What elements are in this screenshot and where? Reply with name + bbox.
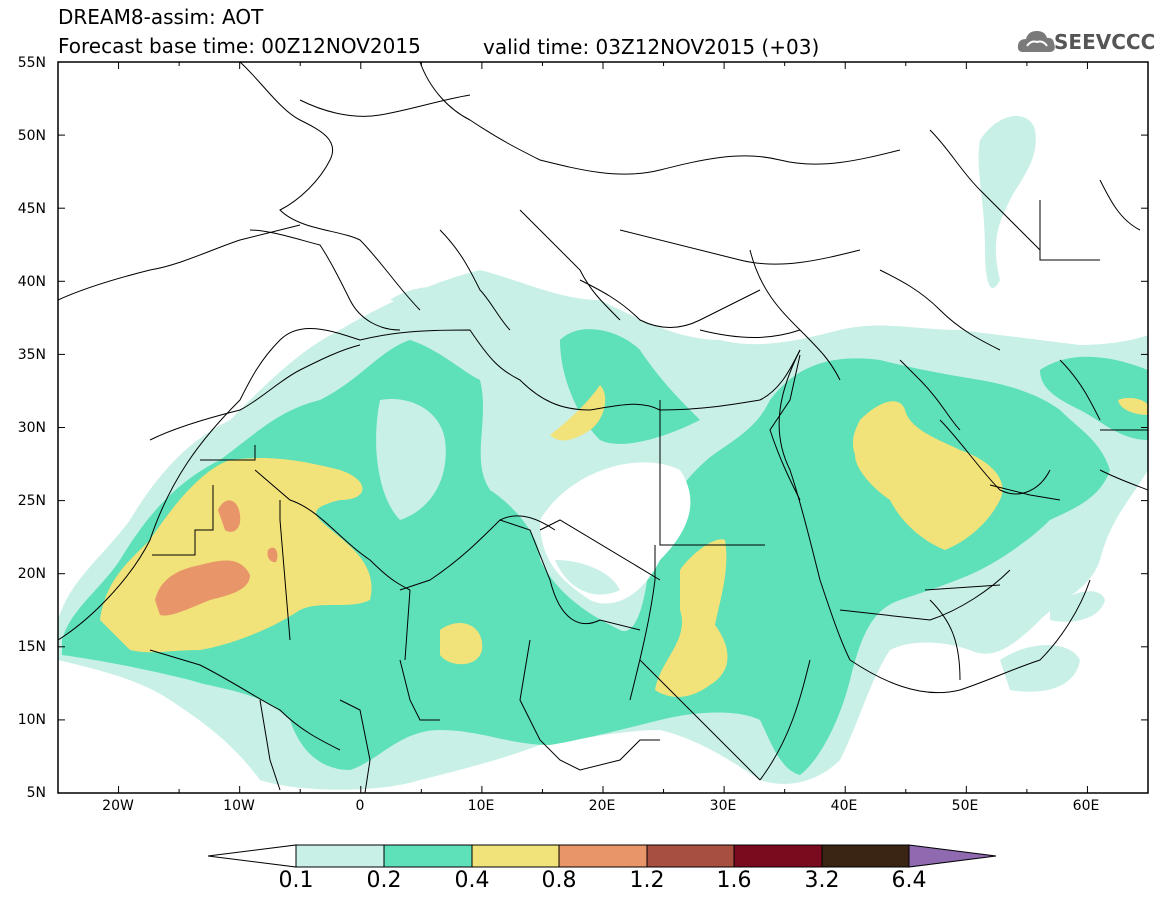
colorbar-label: 0.2 (366, 868, 402, 893)
aot-region-0.4 (655, 539, 728, 697)
colorbar-label: 0.8 (541, 868, 577, 893)
lat-label: 10N (17, 712, 46, 728)
axis-ticks (57, 61, 1149, 794)
aot-region-0.8 (267, 547, 278, 563)
lat-label: 35N (17, 347, 46, 363)
aot-region-clear (376, 399, 446, 520)
country-borders (58, 62, 1148, 793)
aot-region-0.2 (62, 340, 1110, 775)
aot-region-0.1 (1000, 645, 1080, 692)
valid-time: valid time: 03Z12NOV2015 (+03) (483, 35, 820, 59)
aot-region-0.1 (390, 286, 490, 308)
aot-region-0.4 (852, 401, 1003, 550)
lon-label: 60E (1072, 798, 1100, 814)
colorbar-label: 6.4 (891, 868, 927, 893)
lon-label: 50E (951, 798, 979, 814)
colorbar-label: 1.2 (629, 868, 665, 893)
lon-label: 10E (467, 798, 495, 814)
lat-label: 40N (17, 274, 46, 290)
aot-region-0.8 (218, 500, 241, 532)
lat-label: 25N (17, 493, 46, 509)
cloud-icon (1017, 31, 1055, 52)
forecast-base-time: Forecast base time: 00Z12NOV2015 (58, 34, 421, 58)
aot-region-0.1 (978, 116, 1036, 289)
lon-label: 0 (355, 798, 365, 814)
lat-label: 20N (17, 566, 46, 582)
colorbar-label: 3.2 (804, 868, 840, 893)
lon-label: 30E (709, 798, 737, 814)
colorbar-label: 0.4 (454, 868, 490, 893)
map-title: DREAM8-assim: AOT (58, 5, 264, 29)
lat-label: 55N (17, 55, 46, 71)
colorbar-label: 0.1 (278, 868, 314, 893)
lon-label: 20W (102, 798, 134, 814)
lat-label: 50N (17, 128, 46, 144)
lat-label: 30N (17, 420, 46, 436)
aot-region-0.2 (1040, 356, 1148, 440)
lon-label: 20E (588, 798, 616, 814)
logo-text: SEEVCCC (1054, 30, 1156, 54)
aot-region-0.8 (155, 560, 250, 616)
aot-region-0.1 (1050, 591, 1105, 622)
aot-region-0.4 (440, 622, 483, 665)
aot-contours (58, 62, 1148, 793)
aot-region-0.4 (1118, 397, 1148, 415)
lat-label: 5N (26, 785, 46, 801)
aot-region-0.4 (550, 385, 606, 441)
colorbar-label: 1.6 (716, 868, 752, 893)
lat-label: 15N (17, 639, 46, 655)
aot-region-clear (555, 560, 620, 595)
lon-label: 40E (830, 798, 858, 814)
lon-label: 10W (223, 798, 255, 814)
lat-label: 45N (17, 201, 46, 217)
